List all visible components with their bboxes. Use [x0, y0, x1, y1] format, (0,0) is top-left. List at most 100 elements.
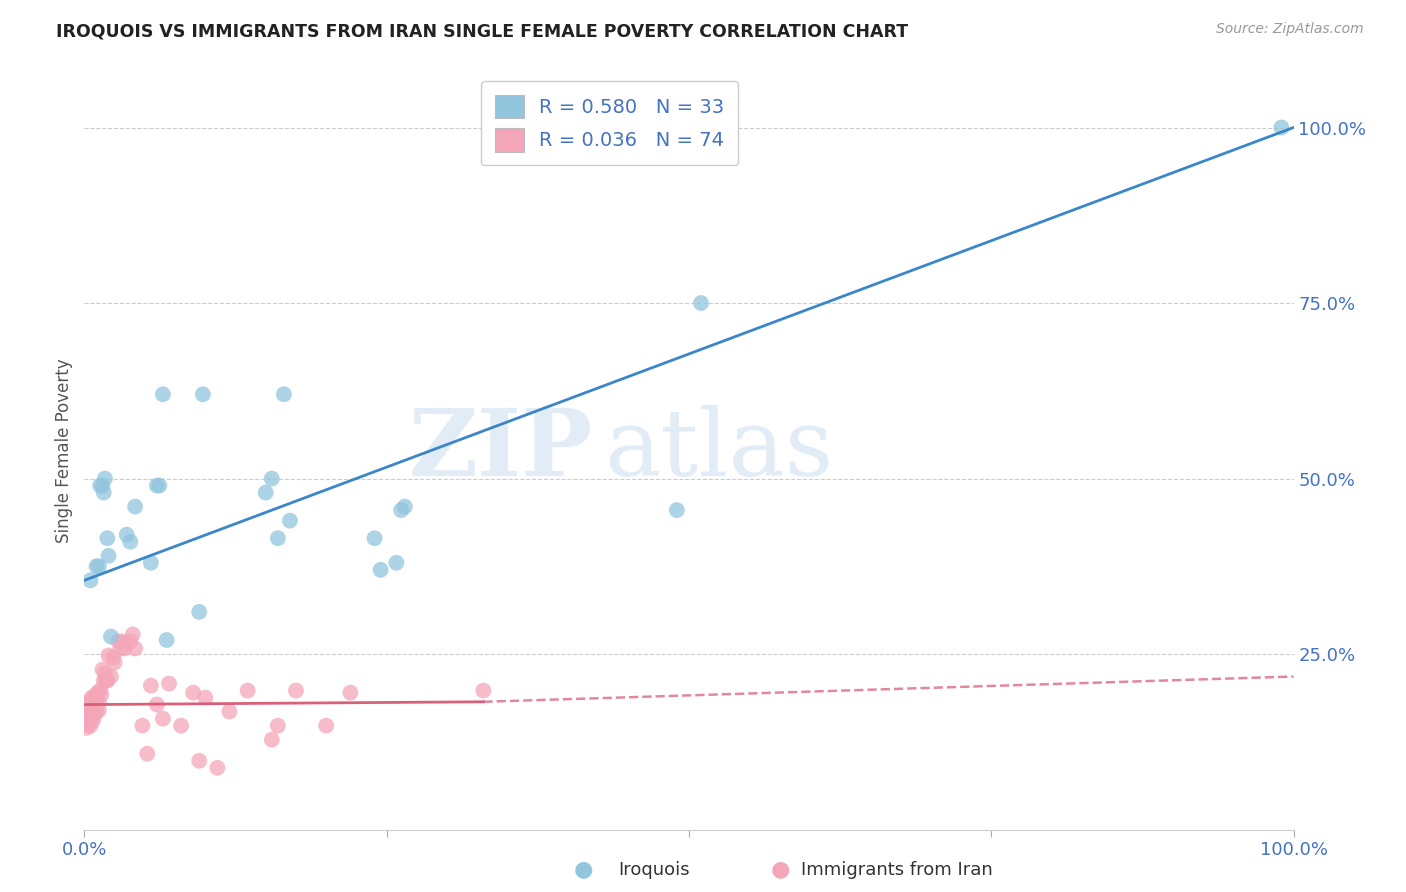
Point — [111, 634, 134, 648]
Point — [385, 556, 408, 570]
Point — [131, 719, 153, 733]
Point — [83, 690, 105, 705]
Point — [157, 676, 180, 690]
Point — [79, 719, 101, 733]
Point — [284, 683, 308, 698]
Point — [207, 761, 229, 775]
Point — [278, 514, 301, 528]
Point — [86, 705, 108, 719]
Point — [260, 471, 283, 485]
Legend: R = 0.580   N = 33, R = 0.036   N = 74: R = 0.580 N = 33, R = 0.036 N = 74 — [481, 81, 738, 166]
Point — [389, 503, 412, 517]
Text: ●: ● — [770, 860, 790, 880]
Point — [97, 648, 120, 663]
Point — [80, 705, 103, 719]
Point — [91, 663, 114, 677]
Point — [260, 732, 283, 747]
Point — [80, 698, 103, 712]
Point — [363, 531, 385, 545]
Point — [82, 714, 104, 728]
Point — [194, 690, 217, 705]
Point — [104, 656, 127, 670]
Point — [93, 485, 115, 500]
Point — [77, 699, 100, 714]
Point — [87, 703, 110, 717]
Point — [86, 559, 108, 574]
Point — [96, 673, 118, 688]
Point — [112, 641, 135, 656]
Point — [91, 478, 114, 492]
Point — [1270, 120, 1292, 135]
Point — [82, 695, 104, 709]
Point — [86, 686, 108, 700]
Text: Iroquois: Iroquois — [619, 861, 690, 879]
Point — [79, 702, 101, 716]
Point — [97, 549, 120, 563]
Point — [86, 688, 108, 702]
Point — [267, 719, 290, 733]
Point — [136, 747, 159, 761]
Point — [124, 641, 146, 656]
Point — [120, 634, 142, 648]
Point — [110, 641, 132, 656]
Point — [75, 703, 97, 717]
Point — [339, 686, 361, 700]
Point — [121, 627, 143, 641]
Point — [273, 387, 295, 401]
Point — [100, 630, 122, 644]
Point — [148, 478, 170, 492]
Point — [665, 503, 688, 517]
Point — [76, 696, 98, 710]
Point — [84, 692, 107, 706]
Point — [77, 698, 100, 712]
Point — [79, 574, 101, 588]
Point — [96, 531, 118, 545]
Point — [76, 699, 98, 714]
Point — [94, 673, 117, 688]
Text: ZIP: ZIP — [408, 406, 592, 495]
Point — [80, 690, 103, 705]
Point — [77, 708, 100, 723]
Point — [146, 478, 169, 492]
Point — [76, 706, 98, 721]
Point — [103, 650, 125, 665]
Point — [124, 500, 146, 514]
Point — [188, 754, 211, 768]
Point — [94, 471, 117, 485]
Point — [86, 696, 108, 710]
Point — [152, 712, 174, 726]
Point — [76, 714, 98, 728]
Point — [77, 717, 100, 731]
Point — [76, 721, 98, 735]
Point — [152, 387, 174, 401]
Text: Source: ZipAtlas.com: Source: ZipAtlas.com — [1216, 22, 1364, 37]
Point — [155, 633, 177, 648]
Point — [79, 695, 101, 709]
Point — [191, 387, 214, 401]
Point — [89, 683, 111, 698]
Point — [75, 714, 97, 728]
Point — [77, 712, 100, 726]
Point — [218, 705, 240, 719]
Point — [120, 534, 142, 549]
Text: ●: ● — [574, 860, 593, 880]
Point — [107, 634, 129, 648]
Point — [77, 705, 100, 719]
Point — [181, 686, 204, 700]
Text: IROQUOIS VS IMMIGRANTS FROM IRAN SINGLE FEMALE POVERTY CORRELATION CHART: IROQUOIS VS IMMIGRANTS FROM IRAN SINGLE … — [56, 22, 908, 40]
Point — [79, 708, 101, 723]
Text: Immigrants from Iran: Immigrants from Iran — [801, 861, 993, 879]
Point — [75, 706, 97, 721]
Point — [89, 478, 111, 492]
Point — [93, 673, 115, 688]
Point — [236, 683, 259, 698]
Point — [115, 527, 138, 541]
Point — [188, 605, 211, 619]
Text: atlas: atlas — [605, 406, 834, 495]
Point — [84, 699, 107, 714]
Point — [90, 688, 112, 702]
Point — [267, 531, 290, 545]
Point — [75, 699, 97, 714]
Point — [77, 714, 100, 728]
Point — [690, 296, 713, 310]
